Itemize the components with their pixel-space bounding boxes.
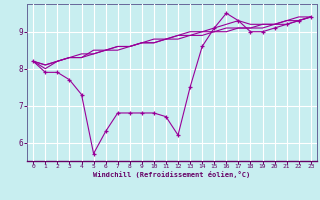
X-axis label: Windchill (Refroidissement éolien,°C): Windchill (Refroidissement éolien,°C)	[93, 171, 251, 178]
